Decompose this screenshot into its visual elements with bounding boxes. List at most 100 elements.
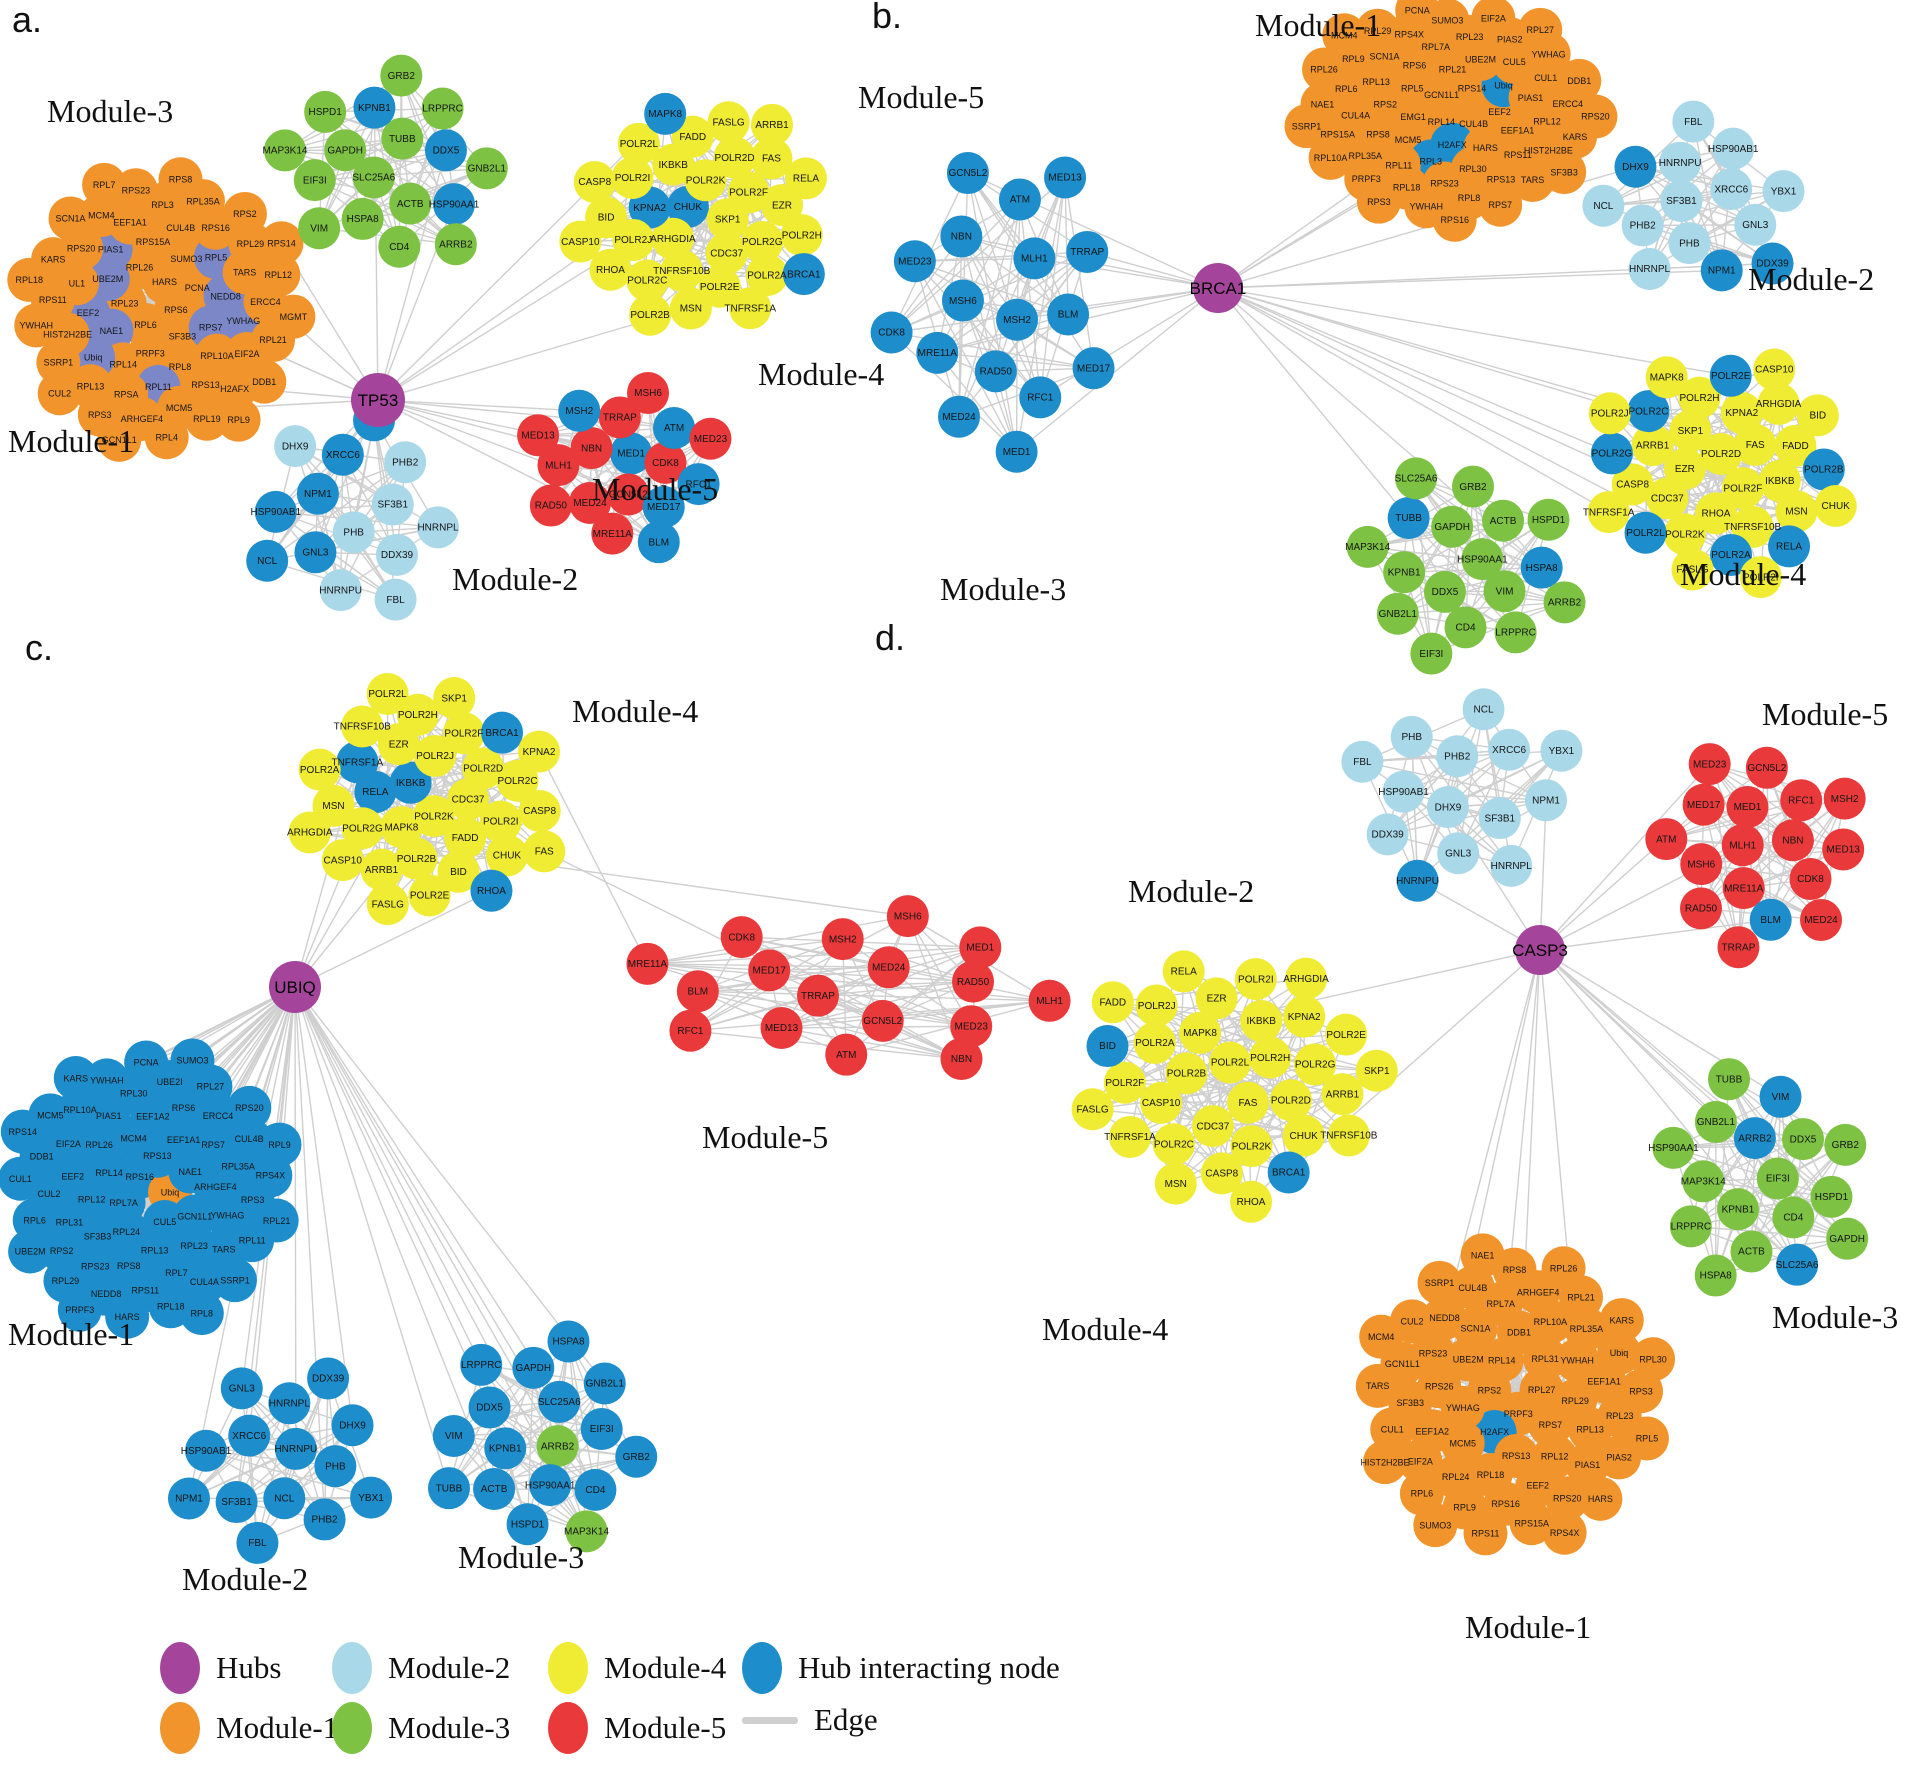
edge: [256, 1424, 354, 1544]
node-tubb: [1387, 496, 1430, 539]
node-rela: [1162, 950, 1205, 993]
node-rpl18: [7, 257, 52, 302]
node-dhx9: [274, 425, 317, 468]
node-kpna2: [518, 730, 561, 773]
node-mapk8: [644, 92, 687, 135]
edge: [914, 260, 1018, 453]
node-gcn5l2: [1745, 746, 1788, 789]
node-polr2b: [1802, 448, 1845, 491]
node-mlh1: [1013, 237, 1056, 280]
edge: [324, 111, 455, 205]
node-map3k14: [263, 129, 306, 172]
node-med17: [748, 949, 791, 992]
node-mapk8: [380, 806, 423, 849]
edge: [1015, 287, 1219, 453]
node-atm: [653, 406, 696, 449]
node-ddb1: [242, 359, 287, 404]
node-polr2b: [395, 837, 438, 880]
node-mgmt: [271, 294, 316, 339]
node-cd4: [1444, 606, 1487, 649]
node-msh2: [996, 298, 1039, 341]
node-rps14: [0, 1109, 45, 1154]
edge: [689, 994, 819, 1032]
hub-node-tp53: [351, 373, 405, 427]
node-casp8: [573, 161, 616, 204]
node-fas: [1734, 423, 1777, 466]
edge: [1411, 736, 1547, 802]
node-polr2d: [713, 136, 756, 179]
node-fbl: [374, 578, 417, 621]
node-gcn5l2: [861, 999, 904, 1042]
node-hsp90aa1: [1461, 538, 1504, 581]
node-polr2h: [396, 693, 439, 736]
node-mlh1: [1721, 824, 1764, 867]
node-nbn: [570, 427, 613, 470]
edge: [1386, 799, 1547, 836]
node-grb2: [380, 54, 423, 97]
node-lrpprc: [460, 1343, 503, 1386]
node-cd4: [574, 1468, 617, 1511]
node-ybx1: [1540, 729, 1583, 772]
node-phb2: [384, 441, 427, 484]
node-rpl9: [216, 397, 261, 442]
node-hspa8: [1520, 546, 1563, 589]
node-hars: [105, 1294, 150, 1339]
edge: [1708, 763, 1844, 851]
legend-item-hubs: Hubs: [160, 1642, 281, 1694]
edge: [1019, 198, 1041, 399]
node-msn: [1775, 490, 1818, 533]
edge: [689, 1030, 963, 1060]
edge: [266, 461, 406, 562]
node-polr2j: [414, 734, 457, 777]
node-polr2f: [1103, 1061, 1146, 1104]
node-eif2a: [1398, 1439, 1443, 1484]
node-fbl: [1672, 100, 1715, 143]
node-rps16: [1432, 197, 1477, 242]
edge: [294, 986, 326, 1521]
node-hars: [1578, 1476, 1623, 1521]
module-label-module-1: Module-1: [8, 423, 134, 459]
edge: [697, 946, 982, 992]
node-polr2a: [298, 748, 341, 791]
node-ddx39: [307, 1357, 350, 1400]
node-cd4: [378, 225, 421, 268]
node-polr2e: [1709, 354, 1752, 397]
edge: [1247, 1070, 1378, 1104]
node-hsp90ab1: [185, 1429, 228, 1472]
node-hspd1: [304, 90, 347, 133]
edge: [1447, 750, 1563, 808]
edge: [294, 986, 495, 1490]
node-tnfrsf1a: [336, 741, 379, 784]
panel-letter-a: a.: [12, 0, 42, 40]
node-ncl: [246, 539, 289, 582]
node-hspd1: [1527, 498, 1570, 541]
node-fadd: [671, 115, 714, 158]
node-grb2: [615, 1435, 658, 1478]
legend-item-module-3: Module-3: [332, 1702, 510, 1754]
node-ssrp1: [1417, 1260, 1462, 1305]
node-faslg: [366, 883, 409, 926]
node-atm: [825, 1033, 868, 1076]
node-sf3b1: [1478, 797, 1521, 840]
node-rps7: [1478, 182, 1523, 227]
node-med13: [760, 1007, 803, 1050]
node-msh2: [821, 918, 864, 961]
nodes-layer: [7, 54, 827, 621]
node-ezr: [761, 184, 804, 227]
node-rps3: [1356, 179, 1401, 224]
node-rpl10a: [1308, 135, 1353, 180]
node-hsp90ab1: [1382, 770, 1425, 813]
node-tubb: [381, 117, 424, 160]
node-polr2f: [727, 171, 770, 214]
edge: [995, 198, 1021, 373]
node-hspa8: [1694, 1254, 1737, 1297]
node-hnrnpl: [268, 1382, 311, 1425]
node-ncl: [263, 1477, 306, 1520]
node-brca1: [1267, 1151, 1310, 1194]
node-eif3i: [580, 1407, 623, 1450]
node-gnl3: [294, 531, 337, 574]
node-polr2c: [1152, 1123, 1195, 1166]
legend-label: Module-2: [388, 1650, 511, 1685]
node-phb: [1390, 715, 1433, 758]
edge: [1217, 262, 1774, 289]
